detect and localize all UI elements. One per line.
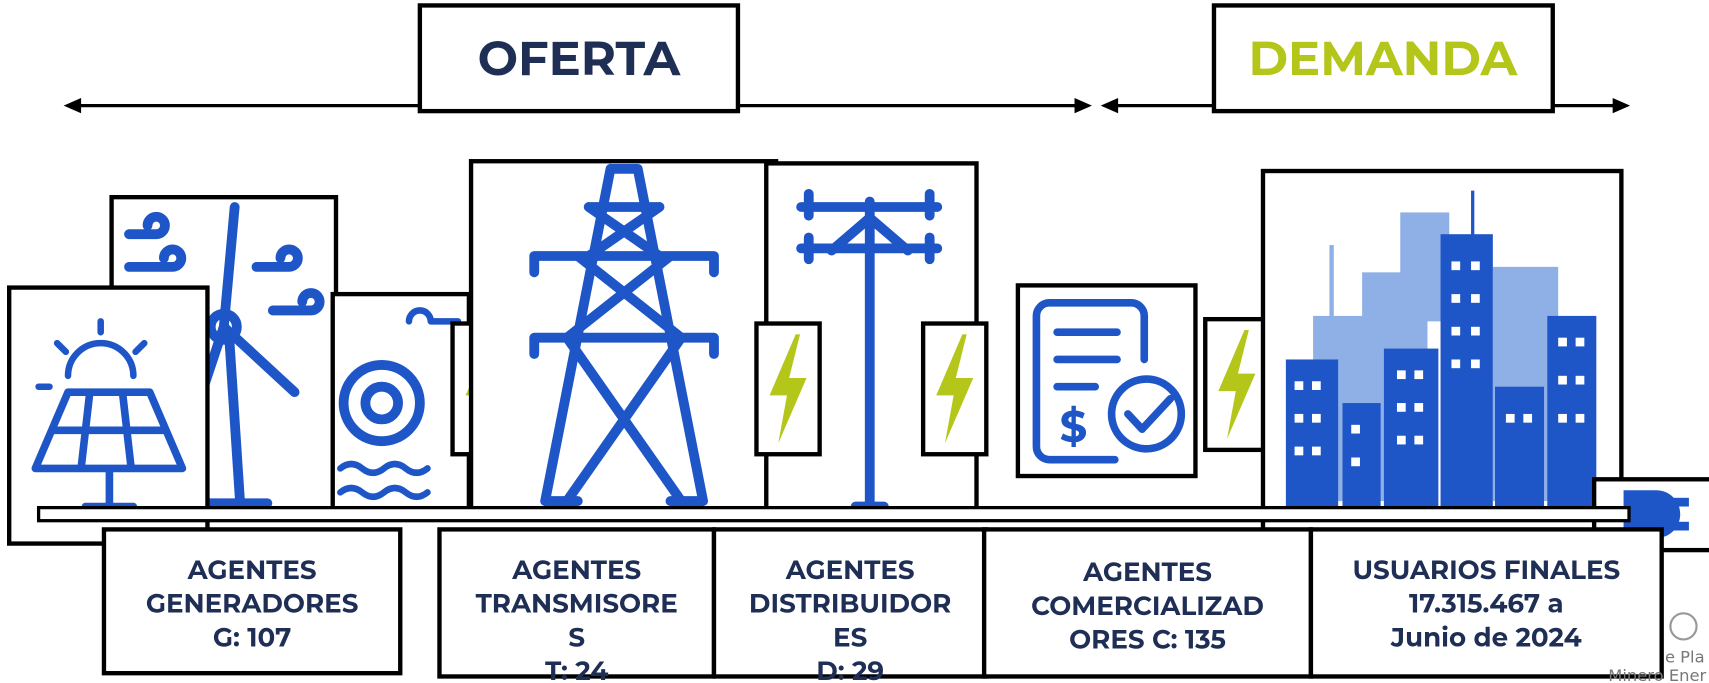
agent-label-line: D: 29: [816, 655, 884, 683]
shape: [1384, 349, 1438, 507]
agent-label-line: USUARIOS FINALES: [1352, 554, 1620, 586]
supply-title: OFERTA: [478, 30, 682, 88]
shape: [1343, 403, 1381, 506]
city-icon: [1263, 171, 1621, 530]
energy-flow-icon: [923, 324, 986, 455]
shape: [1414, 403, 1423, 412]
shape: [1397, 436, 1406, 445]
shape: [1523, 414, 1532, 423]
shape: [1495, 387, 1544, 507]
shape: [1451, 261, 1460, 270]
shape: [1295, 414, 1304, 423]
energy-flow-icon: [1205, 319, 1268, 450]
shape: [1576, 338, 1585, 347]
shape: [1351, 458, 1360, 467]
agent-label-line: AGENTES: [785, 554, 915, 586]
shape: [1471, 191, 1474, 240]
shape: [1471, 327, 1480, 336]
agent-label-line: COMERCIALIZAD: [1031, 590, 1264, 622]
shape: [1451, 294, 1460, 303]
shape: [1329, 245, 1333, 321]
shape: [64, 98, 81, 113]
agent-label-line: AGENTES: [187, 554, 317, 586]
shape: [1397, 370, 1406, 379]
shape: [1451, 359, 1460, 368]
power-line: [39, 508, 1629, 521]
agent-label-line: G: 107: [213, 621, 291, 653]
shape: [1547, 316, 1596, 507]
agent-label-line: DISTRIBUIDOR: [749, 588, 951, 620]
shape: [1471, 294, 1480, 303]
shape: [1295, 447, 1304, 456]
shape: [1471, 261, 1480, 270]
energy-flow-icon: [756, 324, 819, 455]
agent-label-line: GENERADORES: [146, 588, 359, 620]
agent-label-line: 17.315.467 a: [1409, 588, 1564, 620]
shape: [1558, 338, 1567, 347]
agent-label-line: TRANSMISORE: [476, 588, 678, 620]
agent-label-line: Junio de 2024: [1390, 621, 1582, 653]
tower-icon: [471, 161, 776, 510]
logo-text: Minero Ener: [1608, 666, 1706, 683]
invoice-icon: $: [1018, 285, 1196, 476]
shape: [1656, 498, 1689, 507]
logo: [1670, 613, 1696, 639]
shape: [1613, 98, 1630, 113]
shape: [1670, 613, 1696, 639]
shape: [1451, 327, 1460, 336]
shape: [1018, 285, 1196, 476]
shape: [1351, 425, 1360, 434]
demand-title: DEMANDA: [1248, 30, 1518, 88]
shape: [1506, 414, 1515, 423]
shape: [1558, 414, 1567, 423]
hydro-icon: [333, 294, 469, 512]
shape: [1576, 376, 1585, 385]
shape: [1312, 447, 1321, 456]
shape: [1397, 403, 1406, 412]
shape: [1576, 414, 1585, 423]
agent-label-line: T: 24: [545, 655, 608, 683]
solar-icon: [9, 288, 207, 544]
agent-label-line: ORES C: 135: [1069, 624, 1226, 656]
dollar-sign: $: [1060, 400, 1088, 453]
agent-label-line: S: [568, 621, 585, 653]
shape: [1558, 376, 1567, 385]
diagram: OFERTA DEMANDA $: [0, 0, 1709, 683]
agent-label-line: ES: [833, 621, 867, 653]
shape: [1441, 234, 1493, 506]
shape: [1075, 98, 1092, 113]
shape: [1414, 436, 1423, 445]
page: {"header": {"supply": "OFERTA", "demand"…: [0, 0, 1709, 683]
shape: [1471, 359, 1480, 368]
shape: [1414, 370, 1423, 379]
shape: [1295, 381, 1304, 390]
shape: [1312, 414, 1321, 423]
shape: [1312, 381, 1321, 390]
agent-label-line: AGENTES: [511, 554, 641, 586]
agent-label-line: AGENTES: [1082, 556, 1212, 588]
shape: [1101, 98, 1118, 113]
logo-text: e Pla: [1665, 647, 1705, 666]
